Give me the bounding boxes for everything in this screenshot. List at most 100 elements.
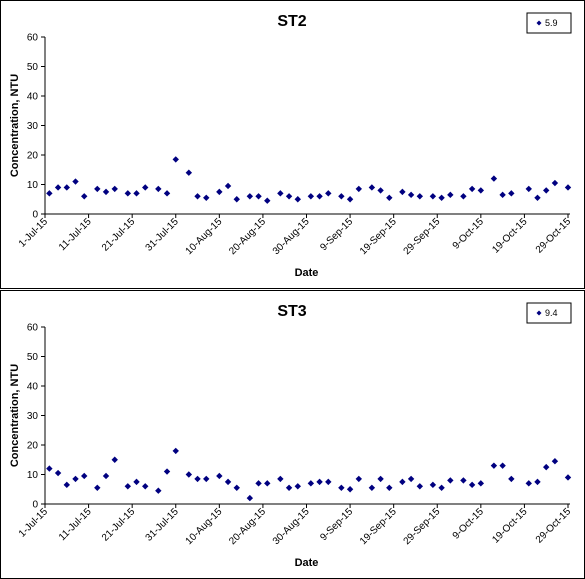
data-point <box>551 458 559 465</box>
data-point <box>194 193 201 200</box>
data-point <box>277 475 284 483</box>
data-point <box>429 481 437 489</box>
data-point <box>499 191 506 199</box>
data-point <box>316 193 323 200</box>
data-point <box>111 185 118 193</box>
data-point <box>368 484 376 491</box>
data-point <box>508 190 515 197</box>
panel-border <box>0 290 585 579</box>
data-point <box>203 475 210 483</box>
data-point <box>525 185 532 193</box>
data-point <box>294 483 301 490</box>
data-point <box>285 484 293 491</box>
data-point <box>490 462 498 469</box>
data-point <box>477 480 485 487</box>
y-tick-label: 20 <box>27 441 39 452</box>
data-point <box>399 188 406 196</box>
legend-label: 9.4 <box>545 308 558 318</box>
data-point <box>233 484 240 491</box>
data-point <box>264 480 271 487</box>
data-point <box>438 194 445 201</box>
data-point <box>72 178 79 185</box>
data-point <box>447 191 454 199</box>
data-point <box>46 190 53 197</box>
data-point <box>277 190 284 197</box>
data-point <box>172 447 179 455</box>
data-point <box>142 184 149 191</box>
data-point <box>407 475 415 483</box>
y-tick-label: 0 <box>32 500 38 511</box>
legend-marker <box>536 310 542 316</box>
data-point <box>216 188 223 196</box>
data-point <box>468 481 476 489</box>
data-point <box>111 456 118 463</box>
y-tick-label: 50 <box>27 352 39 363</box>
data-point <box>133 478 140 486</box>
data-point <box>386 484 393 491</box>
data-point <box>386 194 393 201</box>
data-point <box>499 462 506 469</box>
data-point <box>399 478 406 486</box>
legend-label: 5.9 <box>545 18 558 28</box>
data-point <box>564 474 572 481</box>
legend-box <box>526 302 572 324</box>
data-point <box>338 193 345 200</box>
data-point <box>194 475 201 483</box>
data-point <box>255 193 262 200</box>
x-axis-title: Date <box>295 557 319 569</box>
data-point <box>163 190 171 197</box>
data-point <box>203 194 210 201</box>
data-point <box>534 478 541 486</box>
data-point <box>155 487 162 494</box>
data-point <box>460 193 467 200</box>
data-point <box>316 478 323 486</box>
data-point <box>63 481 70 489</box>
legend-marker <box>536 20 542 26</box>
data-point <box>255 480 262 487</box>
data-point <box>124 483 132 490</box>
data-point <box>224 182 232 190</box>
y-tick-label: 50 <box>27 62 39 73</box>
data-point <box>246 193 254 200</box>
data-point <box>377 475 384 483</box>
y-tick-label: 30 <box>27 121 39 132</box>
y-axis-title: Concentration, NTU <box>9 74 21 177</box>
y-tick-label: 10 <box>27 470 39 481</box>
data-point <box>294 196 301 203</box>
data-point <box>94 484 101 491</box>
data-point <box>133 190 140 197</box>
y-tick-label: 10 <box>27 180 39 191</box>
data-point <box>124 190 132 197</box>
data-point <box>63 184 70 191</box>
data-point <box>94 185 101 193</box>
data-point <box>477 187 485 194</box>
data-point <box>264 197 271 204</box>
y-axis-title: Concentration, NTU <box>9 364 21 467</box>
y-tick-label: 60 <box>27 323 39 334</box>
data-point <box>285 193 293 200</box>
data-point <box>54 184 62 191</box>
data-point <box>460 477 467 484</box>
data-point <box>543 187 550 194</box>
data-point <box>46 465 53 472</box>
data-point <box>346 486 354 493</box>
data-point <box>468 185 476 193</box>
data-point <box>185 169 193 176</box>
data-point <box>325 478 332 486</box>
y-tick-label: 0 <box>32 210 38 221</box>
data-point <box>355 475 362 483</box>
data-point <box>429 193 437 200</box>
y-tick-label: 60 <box>27 33 39 44</box>
panel-border <box>0 0 585 289</box>
data-point <box>447 477 454 484</box>
data-point <box>338 484 345 491</box>
data-point <box>246 494 254 502</box>
chart-title: ST2 <box>277 13 306 30</box>
data-point <box>346 196 354 203</box>
data-point <box>155 185 162 193</box>
chart-title: ST3 <box>277 303 306 320</box>
data-point <box>525 480 532 487</box>
data-point <box>490 175 498 182</box>
data-point <box>142 483 149 490</box>
y-tick-label: 20 <box>27 151 39 162</box>
